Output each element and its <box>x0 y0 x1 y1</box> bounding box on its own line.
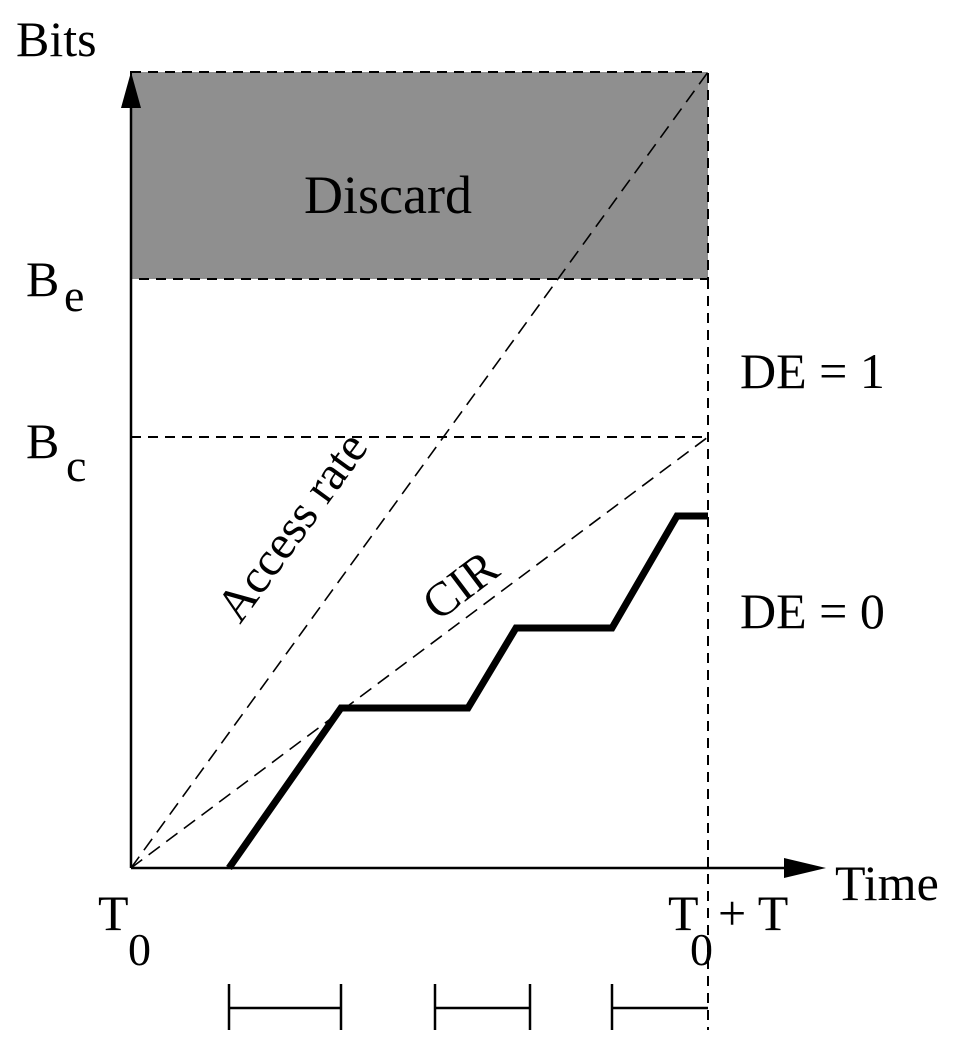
discard-region <box>130 71 709 280</box>
x-axis-arrowhead <box>784 858 826 878</box>
tend-suffix: + T <box>718 885 788 941</box>
discard-label: Discard <box>304 165 472 225</box>
cir-line <box>130 436 709 869</box>
interval-bracket-2 <box>433 984 532 1030</box>
access-rate-label: Access rate <box>206 422 378 631</box>
traffic-curve <box>226 512 708 871</box>
be-label: B <box>26 251 59 307</box>
t0-subscript: 0 <box>128 924 151 975</box>
interval-bracket-1 <box>227 984 343 1030</box>
de1-label: DE = 1 <box>740 343 885 399</box>
bc-label: B <box>26 413 59 469</box>
de0-label: DE = 0 <box>740 583 885 639</box>
tend-label: T <box>668 885 699 941</box>
interval-bracket-3 <box>610 984 708 1030</box>
y-axis-arrowhead <box>121 72 141 108</box>
tend-subscript: 0 <box>690 924 713 975</box>
access-rate-line <box>130 71 709 869</box>
cir-label: CIR <box>413 540 509 630</box>
x-axis-label: Time <box>835 855 939 911</box>
t0-label: T <box>98 885 129 941</box>
be-subscript: e <box>64 270 84 321</box>
bc-subscript: c <box>66 440 86 491</box>
y-axis-label: Bits <box>16 11 97 67</box>
